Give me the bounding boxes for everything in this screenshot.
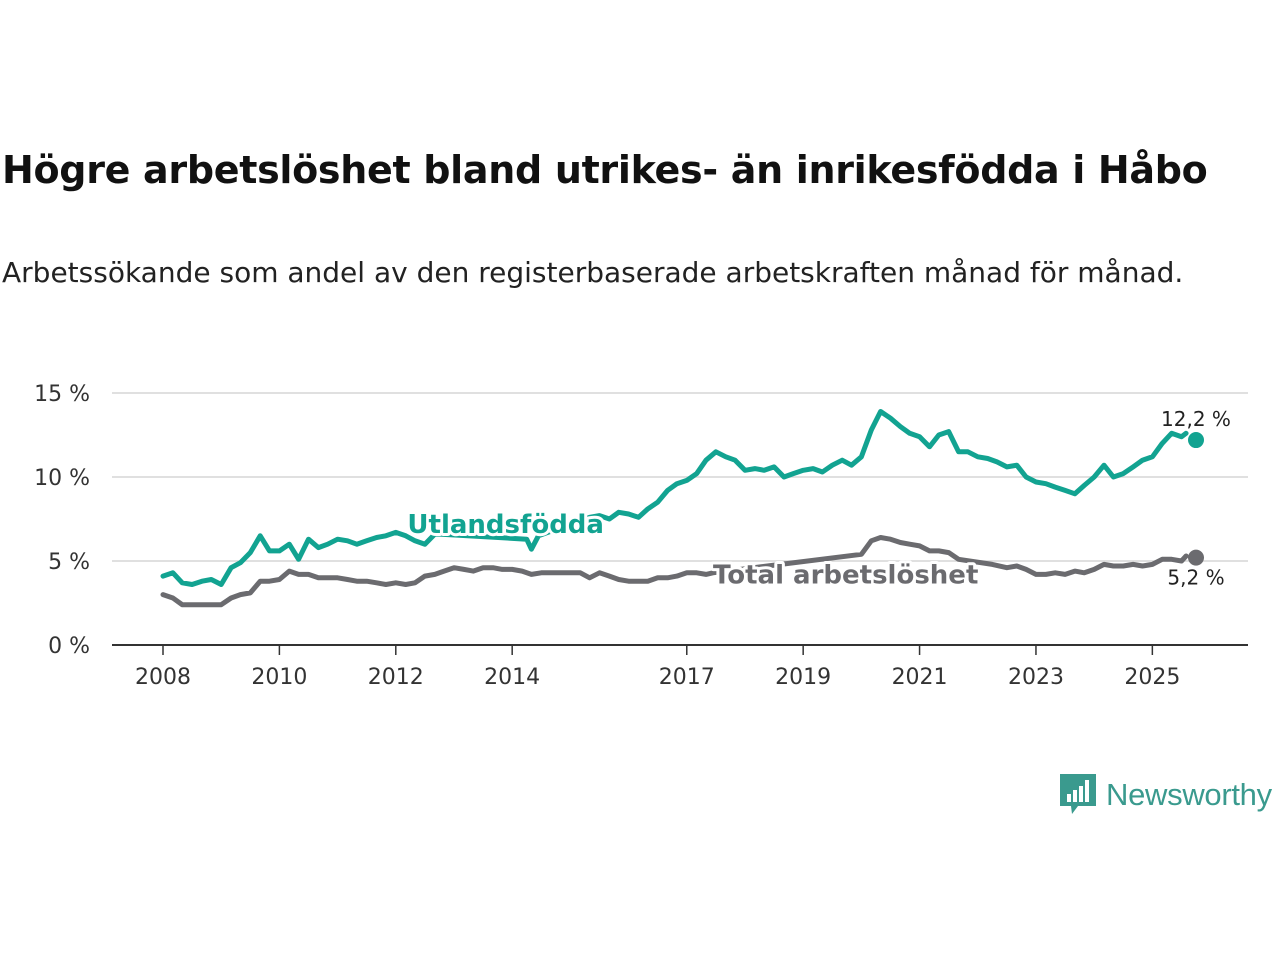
end-label-utlandsfodda: 12,2 % — [1161, 407, 1231, 431]
chart-title: Högre arbetslöshet bland utrikes- än inr… — [2, 148, 1208, 192]
x-tick-label: 2014 — [484, 665, 540, 690]
end-point-total — [1188, 549, 1204, 566]
x-tick-label: 2012 — [368, 665, 424, 690]
x-tick-label: 2025 — [1124, 665, 1180, 690]
series-lines — [160, 409, 1189, 608]
newsworthy-logo: Newsworthy — [1058, 772, 1272, 818]
x-tick-label: 2017 — [659, 665, 715, 690]
grid-lines — [112, 392, 1248, 562]
x-tick-label: 2010 — [251, 665, 307, 690]
chart-subtitle: Arbetssökande som andel av den registerb… — [2, 256, 1184, 289]
x-tick-label: 2019 — [775, 665, 831, 690]
series-label-total: Total arbetslöshet — [713, 560, 978, 590]
brand-name: Newsworthy — [1106, 777, 1272, 812]
y-axis-ticks: 0 % 5 % 10 % 15 % — [34, 382, 90, 659]
series-label-utlandsfodda: Utlandsfödda — [407, 510, 604, 540]
series-labels: Utlandsfödda Total arbetslöshet 12,2 % 5,2 … — [404, 407, 1231, 593]
x-tick-label: 2023 — [1008, 665, 1064, 690]
y-tick-label: 10 % — [34, 466, 90, 491]
x-tick-label: 2008 — [135, 665, 191, 690]
bar-chart-speech-icon — [1060, 774, 1096, 814]
end-label-total: 5,2 % — [1167, 566, 1224, 590]
series-line-utlandsfodda — [160, 409, 1189, 587]
end-point-utlandsfodda — [1188, 432, 1204, 449]
x-axis: 2008 2010 2012 2014 2017 2019 2021 2023 2025 — [112, 644, 1248, 690]
series-line-total — [160, 535, 1189, 608]
y-tick-label: 15 % — [34, 382, 90, 407]
x-tick-label: 2021 — [892, 665, 948, 690]
y-tick-label: 0 % — [48, 634, 90, 659]
y-tick-label: 5 % — [48, 550, 90, 575]
